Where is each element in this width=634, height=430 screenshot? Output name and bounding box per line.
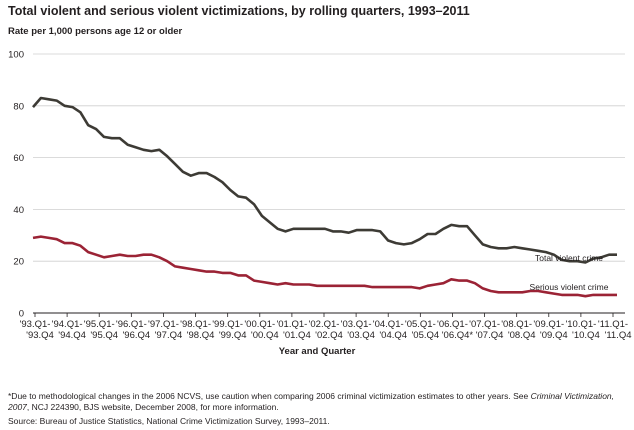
x-tick-label: '06.Q4* [442, 330, 474, 341]
x-tick-label: '08.Q4 [508, 330, 536, 341]
x-tick-label: '99.Q4 [219, 330, 247, 341]
series-lines [32, 96, 617, 298]
x-tick-label: '03.Q4 [347, 330, 375, 341]
source-line: Source: Bureau of Justice Statistics, Na… [8, 416, 330, 426]
x-tick-label: '04.Q4 [379, 330, 407, 341]
x-tick-label: '94.Q4 [58, 330, 86, 341]
x-tick-label: '07.Q1- [469, 319, 500, 330]
x-axis-title: Year and Quarter [278, 346, 356, 357]
x-tick-label: '10.Q4 [572, 330, 600, 341]
gridlines [33, 53, 625, 262]
x-tick-label: '96.Q4 [122, 330, 150, 341]
x-tick-label: '09.Q1- [533, 319, 564, 330]
footnote-italic: Criminal Victimization, 2007 [8, 391, 615, 412]
x-tick-label: '96.Q1- [116, 319, 147, 330]
total-violent-crime-label: Total violent crime [535, 253, 603, 263]
x-axis [33, 312, 625, 317]
x-tick-label: '99.Q1- [212, 319, 243, 330]
x-tick-label: '01.Q1- [276, 319, 307, 330]
y-tick-labels: 0 20 40 60 80 100 [8, 50, 24, 320]
x-tick-label: '01.Q4 [283, 330, 311, 341]
x-tick-label: '97.Q4 [155, 330, 183, 341]
y-tick-60: 60 [13, 153, 24, 164]
serious-violent-crime-line [32, 235, 617, 298]
footnote: *Due to methodological changes in the 20… [8, 391, 620, 413]
x-tick-label: '09.Q4 [540, 330, 568, 341]
x-tick-labels: '93.Q1-'93.Q4'94.Q1-'94.Q4'95.Q1-'95.Q4'… [20, 319, 632, 341]
x-tick-label: '95.Q1- [84, 319, 115, 330]
x-tick-label: '02.Q1- [309, 319, 340, 330]
chart-title: Total violent and serious violent victim… [8, 4, 470, 18]
y-tick-0: 0 [19, 309, 24, 320]
x-tick-label: '06.Q1- [437, 319, 468, 330]
total-violent-crime-line [32, 96, 617, 264]
series-labels: Total violent crime Serious violent crime [530, 253, 609, 292]
x-tick-label: '03.Q1- [341, 319, 372, 330]
serious-violent-crime-label: Serious violent crime [530, 282, 609, 292]
x-tick-label: '93.Q1- [20, 319, 51, 330]
y-tick-20: 20 [13, 257, 24, 268]
x-tick-label: '11.Q1- [598, 319, 628, 330]
x-tick-label: '95.Q4 [90, 330, 118, 341]
x-tick-label: '11.Q4 [605, 330, 632, 341]
footnote-text: *Due to methodological changes in the 20… [8, 391, 531, 401]
x-tick-label: '05.Q1- [405, 319, 436, 330]
x-tick-label: '02.Q4 [315, 330, 343, 341]
x-tick-label: '07.Q4 [476, 330, 504, 341]
y-axis-label: Rate per 1,000 persons age 12 or older [8, 26, 183, 37]
y-tick-40: 40 [13, 205, 24, 216]
footnote-rest: , NCJ 224390, BJS website, December 2008… [26, 402, 279, 412]
x-tick-label: '98.Q1- [180, 319, 211, 330]
x-tick-label: '93.Q4 [26, 330, 54, 341]
x-tick-label: '00.Q1- [244, 319, 275, 330]
y-tick-80: 80 [13, 101, 24, 112]
y-tick-100: 100 [8, 50, 24, 61]
x-tick-label: '00.Q4 [251, 330, 279, 341]
x-tick-label: '94.Q1- [52, 319, 83, 330]
x-tick-label: '97.Q1- [148, 319, 179, 330]
x-tick-label: '10.Q1- [565, 319, 596, 330]
x-tick-label: '98.Q4 [187, 330, 215, 341]
x-tick-label: '05.Q4 [411, 330, 439, 341]
x-tick-label: '08.Q1- [501, 319, 532, 330]
x-tick-label: '04.Q1- [373, 319, 404, 330]
